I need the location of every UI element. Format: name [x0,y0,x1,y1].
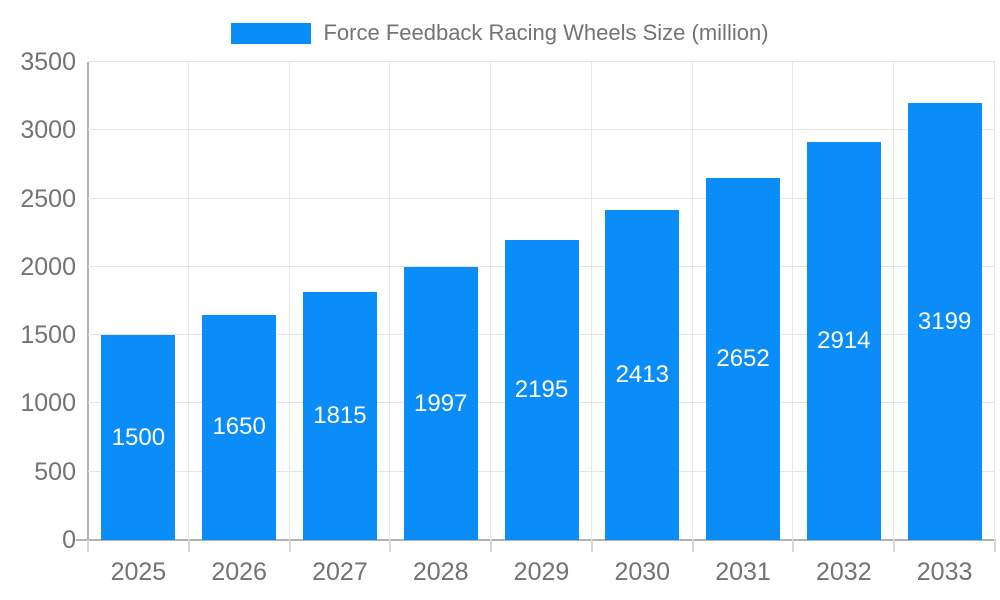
gridline-vertical [893,62,895,540]
x-axis-line [76,539,996,541]
x-axis-tick-mark [994,540,996,552]
x-axis-tick-mark [590,540,593,552]
x-axis-tick-label: 2032 [816,558,872,586]
y-axis-tick-label: 2500 [20,184,76,213]
gridline-vertical [288,62,290,540]
y-axis-tick-label: 3500 [20,48,76,76]
x-axis-tick-label: 2027 [312,558,368,586]
gridline-vertical [590,62,592,540]
bar-2028[interactable]: 1997 [403,267,478,540]
bar-value-label: 2195 [514,376,569,404]
bar-value-label: 2413 [615,361,669,389]
legend[interactable]: Force Feedback Racing Wheels Size (milli… [0,18,1000,48]
bar-value-label: 1500 [111,423,166,451]
x-axis-tick-mark [389,540,392,552]
bar-2025[interactable]: 1500 [101,335,176,540]
x-axis-tick-mark [893,540,896,552]
bar-2029[interactable]: 2195 [504,240,579,540]
bar-value-label: 1997 [414,389,468,417]
bar-2026[interactable]: 1650 [202,314,277,540]
gridline-vertical [389,62,391,540]
bar-value-label: 1650 [212,413,266,441]
gridline-vertical [792,62,794,540]
x-axis-tick-label: 2033 [916,558,973,586]
x-axis-tick-label: 2031 [715,558,771,586]
bar-2032[interactable]: 2914 [806,142,881,540]
x-axis-tick-mark [691,540,694,552]
gridline-vertical [994,62,995,540]
x-axis-tick-label: 2025 [110,558,167,586]
y-axis-tick-label: 3000 [20,116,76,145]
x-axis-tick-mark [87,540,89,552]
x-axis-tick-label: 2030 [614,558,671,586]
bar-2030[interactable]: 2413 [605,210,680,540]
gridline-vertical [490,62,492,540]
bar-2027[interactable]: 1815 [302,292,377,540]
x-axis-tick-mark [187,540,190,552]
bar-value-label: 3199 [917,307,972,335]
y-axis-tick-label: 1000 [20,389,76,418]
gridline-vertical [187,62,189,540]
bar-value-label: 2652 [716,344,770,372]
gridline-vertical [691,62,693,540]
y-axis-tick-label: 0 [62,526,76,554]
y-axis-tick-label: 2000 [20,252,76,281]
gridline-horizontal [88,61,995,62]
legend-swatch [231,22,312,44]
x-axis-tick-mark [490,540,493,552]
bar-value-label: 2914 [817,327,871,355]
bar-2031[interactable]: 2652 [706,177,781,540]
legend-label: Force Feedback Racing Wheels Size (milli… [323,20,769,45]
plot-area: 1500 1650 1815 1997 2195 2413 2652 2914 3199 [88,61,995,540]
x-axis-tick-mark [792,540,795,552]
x-axis-tick-mark [288,540,291,552]
x-axis-tick-label: 2028 [412,558,469,586]
y-axis-tick-label: 500 [34,457,76,486]
y-axis-tick-label: 1500 [20,321,76,350]
bar-2033[interactable]: 3199 [907,103,982,540]
gridline-horizontal [88,129,995,131]
x-axis-tick-label: 2026 [211,558,267,586]
x-axis-tick-label: 2029 [513,558,570,586]
y-axis-line [87,62,89,552]
gridline-horizontal [88,197,995,199]
bar-value-label: 1815 [313,402,367,430]
